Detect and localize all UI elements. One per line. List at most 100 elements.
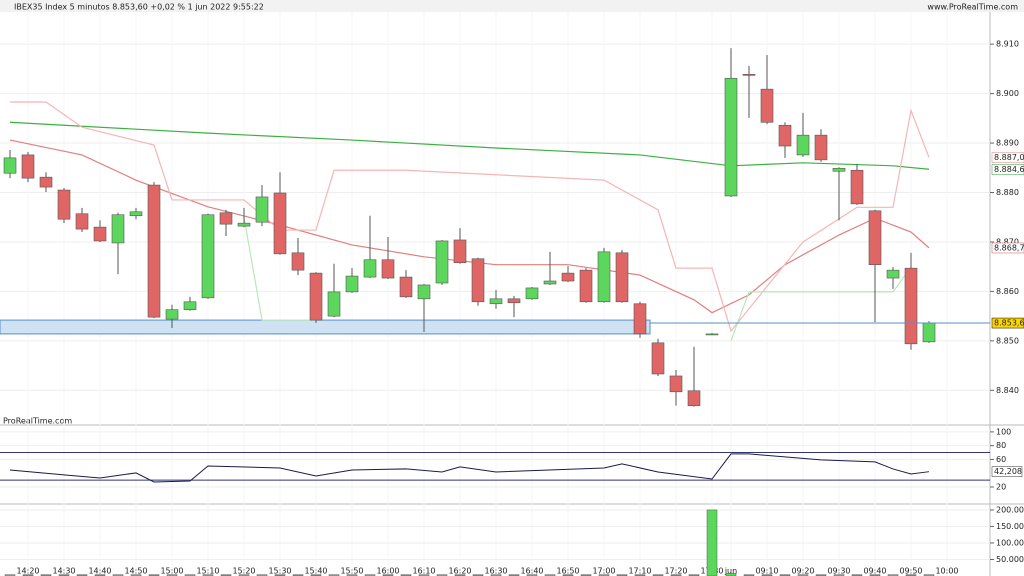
candle-body — [3, 157, 17, 174]
x-tick-label: 09:50 — [899, 567, 922, 576]
x-tick-label: 16:30 — [484, 567, 507, 576]
y-tick-label: 150.000 — [996, 522, 1024, 531]
candle-body — [219, 212, 233, 225]
candle-body — [237, 222, 251, 227]
price-label: 8.887,05 — [994, 153, 1024, 162]
candle-body — [561, 272, 575, 282]
price-label-box — [991, 242, 1024, 254]
watermark: ProRealTime.com — [3, 417, 72, 426]
x-tick-label: 09:20 — [791, 567, 814, 576]
candle-body — [796, 134, 810, 156]
candle-body — [724, 77, 738, 197]
header-bar — [0, 0, 1024, 12]
candle-body — [525, 287, 539, 300]
x-tick-label: 16:40 — [520, 567, 543, 576]
x-tick-label: 17:20 — [664, 567, 687, 576]
candle-body — [651, 342, 665, 375]
price-label: 8.868,78 — [994, 243, 1024, 252]
candle-body — [922, 322, 936, 343]
candle-body — [291, 252, 305, 271]
y-tick-label: 8.900 — [996, 89, 1019, 98]
candle-body — [21, 154, 35, 179]
x-tick-label: 09:40 — [863, 567, 886, 576]
candle-body — [778, 124, 792, 147]
candle-body — [597, 251, 611, 303]
source: www.ProRealTime.com — [927, 3, 1018, 12]
candle-body — [669, 375, 683, 393]
candle-body — [57, 189, 71, 220]
rsi-line — [9, 453, 930, 483]
x-tick-label: 16:00 — [376, 567, 399, 576]
price-zone — [0, 319, 651, 335]
candle-body — [183, 301, 197, 311]
x-tick-label: 15:30 — [268, 567, 291, 576]
x-tick-label: 10:00 — [935, 567, 958, 576]
candle-body — [814, 134, 828, 161]
chart-title: IBEX35 Index 5 minutos 8.853,60 +0,02 % … — [14, 3, 264, 12]
x-tick-label: 14:40 — [88, 567, 111, 576]
y-tick-label: 50.000 — [996, 555, 1024, 564]
candle-body — [201, 214, 215, 299]
candle-body — [255, 196, 269, 223]
x-tick-label: 15:00 — [160, 567, 183, 576]
x-tick-label: 09:10 — [755, 567, 778, 576]
candle-body — [147, 184, 161, 318]
last-value-label: 42,208 — [994, 467, 1022, 476]
x-tick-label: 14:50 — [124, 567, 147, 576]
candle-body — [868, 210, 882, 265]
y-tick-label: 8.860 — [996, 287, 1019, 296]
candle-body — [381, 259, 395, 279]
y-tick-label: 20 — [996, 482, 1006, 491]
price-label-box — [991, 317, 1024, 329]
candle-body — [615, 252, 629, 303]
y-tick-label: 8.850 — [996, 336, 1019, 345]
x-tick-label: 17:10 — [628, 567, 651, 576]
x-tick-label: 16:50 — [556, 567, 579, 576]
x-tick-label: 15:40 — [304, 567, 327, 576]
price-label: 8.853,60 — [994, 319, 1024, 328]
x-tick-label: 14:20 — [16, 567, 39, 576]
y-tick-label: 100.000 — [996, 538, 1024, 547]
candle-body — [543, 280, 557, 285]
candle-body — [850, 169, 864, 205]
indicator-line — [9, 121, 930, 170]
x-tick-label: 16:10 — [412, 567, 435, 576]
candle-body — [760, 88, 774, 123]
y-tick-label: 8.880 — [996, 188, 1019, 197]
candle-body — [453, 239, 467, 264]
y-tick-label: 80 — [996, 441, 1006, 450]
candle-body — [687, 390, 701, 406]
y-tick-label: 8.870 — [996, 237, 1019, 246]
price-label: 8.884,64 — [994, 165, 1024, 174]
candle-body — [111, 214, 125, 244]
candle-body — [327, 291, 341, 317]
price-label-box — [991, 164, 1024, 175]
candle-body — [507, 298, 521, 304]
candle-body — [633, 303, 647, 335]
candle-body — [886, 269, 900, 279]
x-tick-label: 15:50 — [340, 567, 363, 576]
x-tick-label: 09:30 — [827, 567, 850, 576]
y-tick-label: 100 — [996, 427, 1011, 436]
x-tick-label: 15:10 — [196, 567, 219, 576]
y-tick-label: 8.840 — [996, 386, 1019, 395]
x-tick-label: 17:00 — [592, 567, 615, 576]
candle-body — [129, 211, 143, 217]
candle-body — [904, 267, 918, 345]
candle-body — [93, 226, 107, 242]
volume-bar — [706, 509, 718, 576]
price-label-box — [991, 152, 1024, 163]
candle-body — [75, 213, 89, 230]
last-value-box — [991, 466, 1023, 477]
candle-body — [471, 258, 485, 303]
indicator-line — [243, 217, 912, 342]
candle-body — [273, 192, 287, 255]
candle-body — [399, 276, 413, 298]
x-tick-label: 15:20 — [232, 567, 255, 576]
x-tick-label: 16:20 — [448, 567, 471, 576]
y-tick-label: 8.890 — [996, 139, 1019, 148]
candle-body — [832, 167, 846, 172]
candle-body — [39, 176, 53, 188]
candle-body — [345, 275, 359, 293]
